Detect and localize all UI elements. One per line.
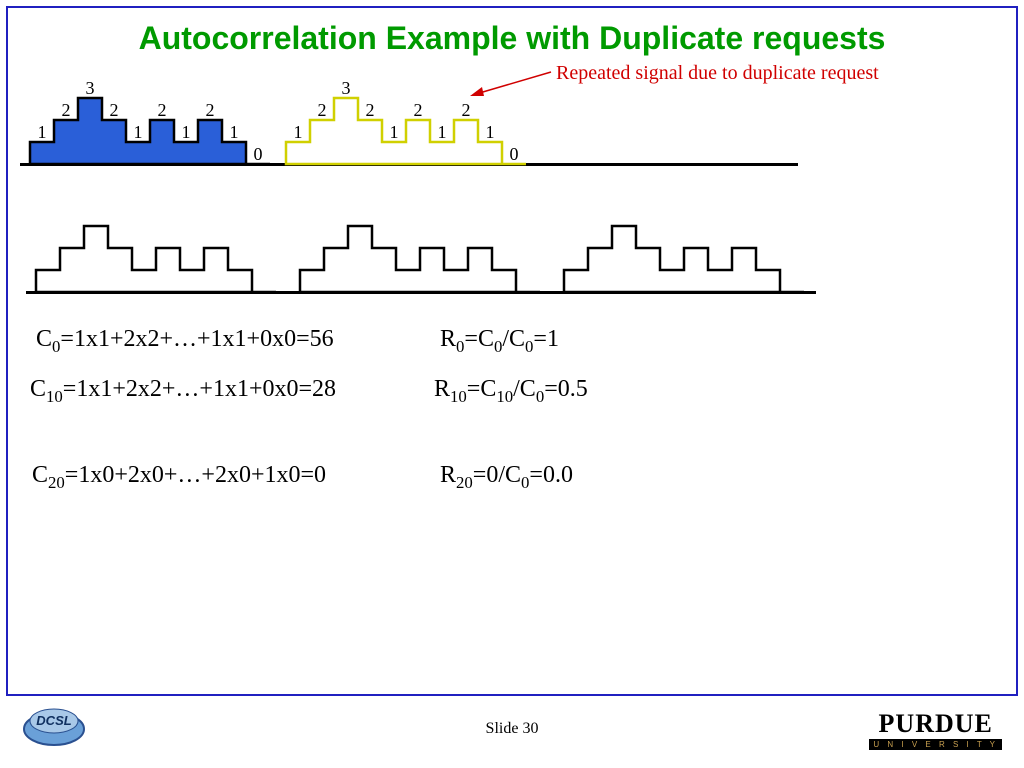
- slide-number: Slide 30: [486, 720, 539, 738]
- svg-text:1: 1: [438, 122, 447, 142]
- svg-text:2: 2: [110, 100, 119, 120]
- annotation-arrow: [466, 66, 556, 102]
- svg-text:2: 2: [158, 100, 167, 120]
- svg-text:1: 1: [134, 122, 143, 142]
- svg-text:2: 2: [462, 100, 471, 120]
- svg-text:2: 2: [206, 100, 215, 120]
- svg-text:0: 0: [510, 144, 519, 164]
- svg-text:2: 2: [366, 100, 375, 120]
- svg-text:1: 1: [486, 122, 495, 142]
- svg-text:2: 2: [62, 100, 71, 120]
- svg-text:1: 1: [230, 122, 239, 142]
- svg-text:2: 2: [414, 100, 423, 120]
- eq-c10: C10=1x1+2x2+…+1x1+0x0=28: [30, 376, 336, 407]
- right-logo: PURDUE U N I V E R S I T Y: [869, 709, 1002, 750]
- eq-c0: C0=1x1+2x2+…+1x1+0x0=56: [36, 326, 334, 357]
- left-logo: DCSL: [18, 699, 90, 756]
- svg-text:3: 3: [342, 78, 351, 98]
- svg-text:DCSL: DCSL: [36, 713, 71, 728]
- eq-r10: R10=C10/C0=0.5: [434, 376, 588, 407]
- svg-text:3: 3: [86, 78, 95, 98]
- annotation-text: Repeated signal due to duplicate request: [556, 62, 879, 85]
- svg-text:1: 1: [38, 122, 47, 142]
- svg-text:1: 1: [294, 122, 303, 142]
- slide-title: Autocorrelation Example with Duplicate r…: [8, 8, 1016, 61]
- svg-text:1: 1: [390, 122, 399, 142]
- svg-text:2: 2: [318, 100, 327, 120]
- eq-r0: R0=C0/C0=1: [440, 326, 559, 357]
- eq-r20: R20=0/C0=0.0: [440, 462, 573, 493]
- eq-c20: C20=1x0+2x0+…+2x0+1x0=0: [32, 462, 326, 493]
- svg-text:0: 0: [254, 144, 263, 164]
- svg-text:1: 1: [182, 122, 191, 142]
- row2-signal: [8, 192, 1016, 302]
